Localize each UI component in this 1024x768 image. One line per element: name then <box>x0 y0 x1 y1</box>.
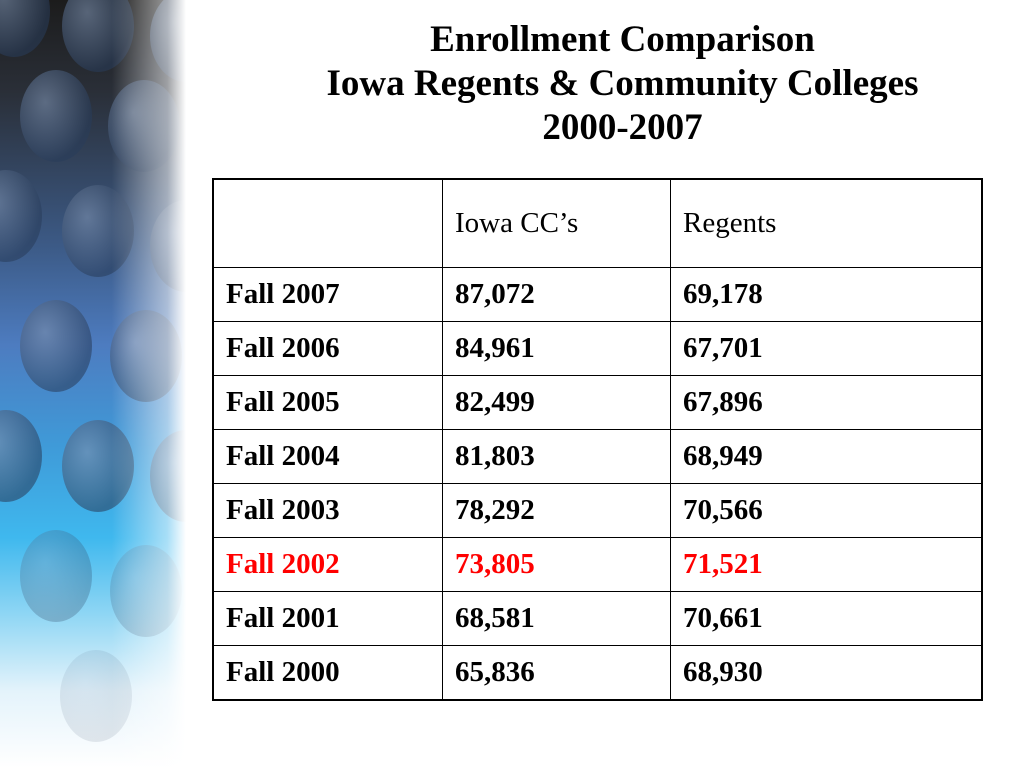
decorative-circle <box>60 650 132 742</box>
iowa-cc-value-cell: 82,499 <box>442 375 671 430</box>
row-label-cell: Fall 2000 <box>212 645 443 701</box>
decorative-circle <box>62 185 134 277</box>
decorative-circle <box>62 420 134 512</box>
decorative-circle <box>20 70 92 162</box>
decorative-circle <box>0 410 42 502</box>
decorative-circle <box>108 80 180 172</box>
table-row: Fall 2000 65,836 68,930 <box>212 645 983 701</box>
title-line-3: 2000-2007 <box>542 107 703 148</box>
decorative-circle <box>0 170 42 262</box>
regents-value-cell: 71,521 <box>670 537 983 592</box>
regents-value-cell: 67,701 <box>670 321 983 376</box>
title-line-1: Enrollment Comparison <box>430 19 815 60</box>
table-row: Fall 2006 84,961 67,701 <box>212 321 983 376</box>
row-label-cell: Fall 2007 <box>212 267 443 322</box>
decorative-circle <box>62 0 134 72</box>
table-row: Fall 2003 78,292 70,566 <box>212 483 983 538</box>
iowa-cc-value-cell: 78,292 <box>442 483 671 538</box>
iowa-cc-value-cell: 73,805 <box>442 537 671 592</box>
table-row: Fall 2002 73,805 71,521 <box>212 537 983 592</box>
iowa-cc-value-cell: 81,803 <box>442 429 671 484</box>
header-cell-empty <box>212 178 443 268</box>
table-row: Fall 2001 68,581 70,661 <box>212 591 983 646</box>
regents-value-cell: 70,566 <box>670 483 983 538</box>
iowa-cc-value-cell: 68,581 <box>442 591 671 646</box>
iowa-cc-value-cell: 65,836 <box>442 645 671 701</box>
regents-value-cell: 67,896 <box>670 375 983 430</box>
table-row: Fall 2007 87,072 69,178 <box>212 267 983 322</box>
table-row: Fall 2004 81,803 68,949 <box>212 429 983 484</box>
regents-value-cell: 70,661 <box>670 591 983 646</box>
enrollment-table: Iowa CC’s Regents Fall 2007 87,072 69,178 F… <box>212 178 983 701</box>
header-cell-regents: Regents <box>670 178 983 268</box>
decorative-circle <box>150 430 186 522</box>
header-cell-iowa-cc: Iowa CC’s <box>442 178 671 268</box>
row-label-cell: Fall 2005 <box>212 375 443 430</box>
regents-value-cell: 69,178 <box>670 267 983 322</box>
row-label-cell: Fall 2003 <box>212 483 443 538</box>
decorative-side-strip <box>0 0 186 768</box>
iowa-cc-value-cell: 87,072 <box>442 267 671 322</box>
row-label-cell: Fall 2004 <box>212 429 443 484</box>
decorative-circle <box>20 530 92 622</box>
decorative-circle <box>150 0 186 82</box>
regents-value-cell: 68,949 <box>670 429 983 484</box>
table-row: Fall 2005 82,499 67,896 <box>212 375 983 430</box>
row-label-cell: Fall 2002 <box>212 537 443 592</box>
row-label-cell: Fall 2001 <box>212 591 443 646</box>
row-label-cell: Fall 2006 <box>212 321 443 376</box>
decorative-circle <box>110 545 182 637</box>
slide-title: Enrollment Comparison Iowa Regents & Com… <box>230 18 1015 150</box>
decorative-circle <box>20 300 92 392</box>
table-header-row: Iowa CC’s Regents <box>212 178 983 268</box>
decorative-circle <box>0 0 50 57</box>
decorative-circle <box>110 310 182 402</box>
title-line-2: Iowa Regents & Community Colleges <box>326 63 919 104</box>
decorative-circle <box>150 200 186 292</box>
regents-value-cell: 68,930 <box>670 645 983 701</box>
iowa-cc-value-cell: 84,961 <box>442 321 671 376</box>
